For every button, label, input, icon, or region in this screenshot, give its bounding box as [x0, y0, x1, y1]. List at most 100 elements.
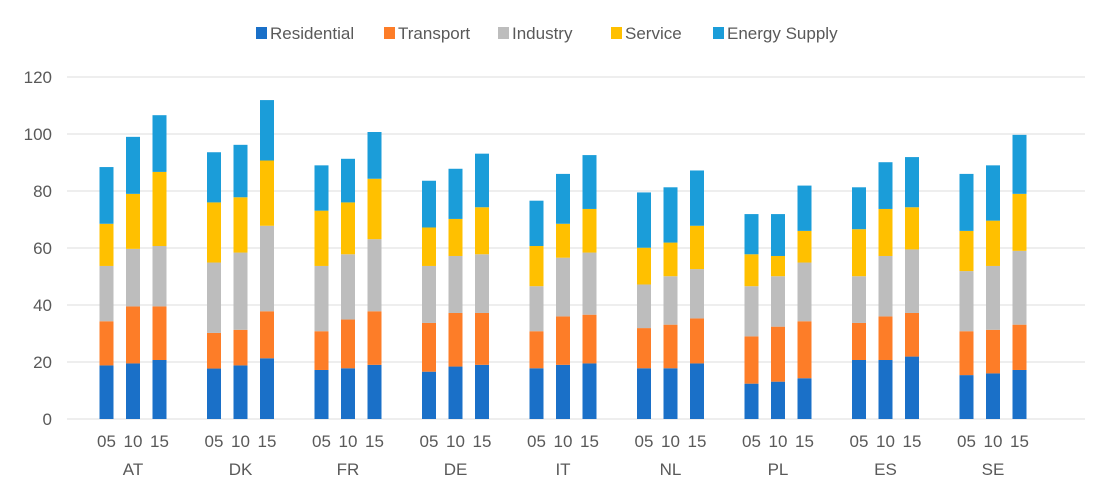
bar-service-fr-05	[314, 210, 329, 266]
x-group-label: AT	[123, 460, 143, 479]
x-subcategory-label: 15	[1010, 432, 1029, 451]
x-subcategory-label: 10	[554, 432, 573, 451]
y-axis-ticks: 0 20 40 60 80 100 120	[24, 68, 52, 429]
bar-residential-dk-05	[207, 368, 221, 419]
bar-industry-nl-05	[637, 284, 651, 329]
bar-residential-nl-15	[690, 363, 704, 419]
bar-transport-pl-15	[797, 321, 812, 379]
bar-residential-es-05	[852, 360, 866, 419]
legend-label: Service	[625, 24, 682, 43]
bar-transport-at-05	[99, 321, 114, 366]
bar-residential-pl-05	[744, 383, 759, 419]
bar-industry-at-10	[126, 248, 140, 307]
bar-service-it-05	[529, 246, 544, 287]
bar-energy-supply-de-15	[475, 153, 489, 208]
bar-industry-at-15	[152, 246, 167, 307]
bar-energy-supply-it-10	[556, 173, 570, 224]
bar-energy-supply-es-05	[852, 187, 866, 230]
x-subcategory-label: 05	[957, 432, 976, 451]
x-subcategory-label: 05	[635, 432, 654, 451]
bar-energy-supply-pl-15	[797, 185, 812, 231]
y-tick-label: 100	[24, 125, 52, 144]
bar-energy-supply-dk-15	[260, 100, 274, 161]
bar-transport-nl-10	[663, 324, 678, 369]
bar-residential-fr-15	[367, 364, 382, 419]
x-subcategory-label: 05	[742, 432, 761, 451]
y-tick-label: 20	[33, 353, 52, 372]
bar-industry-se-05	[959, 271, 974, 332]
y-tick-label: 0	[43, 410, 52, 429]
x-group-label: ES	[874, 460, 897, 479]
bar-service-it-15	[582, 208, 597, 253]
x-subcategory-label: 05	[312, 432, 331, 451]
bar-service-pl-10	[771, 255, 785, 277]
x-group-label: PL	[768, 460, 789, 479]
bar-industry-fr-15	[367, 239, 382, 312]
bar-service-at-15	[152, 171, 167, 247]
legend-item-residential: Residential	[256, 24, 354, 43]
bar-service-nl-15	[690, 225, 704, 270]
bar-service-fr-10	[341, 202, 355, 255]
bar-residential-it-15	[582, 363, 597, 419]
x-group-label: SE	[982, 460, 1005, 479]
bar-energy-supply-at-05	[99, 167, 114, 224]
bar-industry-es-15	[905, 249, 919, 313]
bar-energy-supply-pl-10	[771, 214, 785, 256]
y-tick-label: 60	[33, 239, 52, 258]
x-subcategory-label: 05	[850, 432, 869, 451]
x-subcategory-label: 05	[205, 432, 224, 451]
x-subcategory-label: 10	[661, 432, 680, 451]
bar-transport-dk-05	[207, 332, 221, 369]
legend-item-transport: Transport	[384, 24, 470, 43]
bar-industry-it-15	[582, 252, 597, 315]
x-subcategory-label: 15	[688, 432, 707, 451]
x-group-label: FR	[337, 460, 360, 479]
bar-service-es-10	[878, 208, 893, 256]
x-subcategory-label: 15	[258, 432, 277, 451]
legend-swatch	[498, 27, 509, 39]
bar-transport-it-10	[556, 316, 570, 365]
x-subcategory-label: 10	[446, 432, 465, 451]
bars	[99, 100, 1027, 419]
bar-service-dk-05	[207, 202, 221, 263]
bar-energy-supply-at-15	[152, 115, 167, 172]
bar-transport-fr-10	[341, 319, 355, 369]
x-subcategory-label: 05	[97, 432, 116, 451]
bar-service-it-10	[556, 223, 570, 258]
bar-energy-supply-de-05	[422, 180, 436, 228]
bar-residential-de-05	[422, 371, 436, 419]
legend-swatch	[384, 27, 395, 39]
bar-transport-de-05	[422, 322, 436, 372]
bar-residential-se-15	[1012, 369, 1027, 419]
bar-transport-fr-05	[314, 331, 329, 370]
bar-transport-se-15	[1012, 324, 1027, 370]
bar-energy-supply-se-05	[959, 173, 974, 231]
x-subcategory-label: 15	[473, 432, 492, 451]
legend-label: Industry	[512, 24, 573, 43]
bar-service-nl-10	[663, 242, 678, 277]
bar-industry-fr-10	[341, 254, 355, 320]
bar-energy-supply-de-10	[448, 168, 463, 219]
bar-service-pl-15	[797, 230, 812, 263]
bar-industry-de-15	[475, 254, 489, 313]
bar-industry-it-05	[529, 286, 544, 332]
x-subcategory-label: 15	[795, 432, 814, 451]
x-subcategory-label: 10	[876, 432, 895, 451]
bar-service-dk-15	[260, 160, 274, 226]
bar-service-de-15	[475, 207, 489, 255]
bar-transport-fr-15	[367, 311, 382, 365]
bar-transport-at-15	[152, 306, 167, 361]
bar-industry-pl-05	[744, 286, 759, 337]
bar-industry-se-15	[1012, 250, 1027, 325]
bar-energy-supply-dk-05	[207, 152, 221, 203]
bar-energy-supply-se-10	[986, 165, 1000, 221]
y-tick-label: 40	[33, 296, 52, 315]
legend-item-energy-supply: Energy Supply	[713, 24, 838, 43]
x-subcategory-label: 15	[150, 432, 169, 451]
legend-swatch	[256, 27, 267, 39]
bar-transport-nl-15	[690, 318, 704, 364]
bar-industry-dk-10	[233, 252, 248, 330]
bar-energy-supply-es-15	[905, 157, 919, 208]
bar-residential-de-15	[475, 364, 489, 419]
bar-industry-dk-15	[260, 225, 274, 312]
